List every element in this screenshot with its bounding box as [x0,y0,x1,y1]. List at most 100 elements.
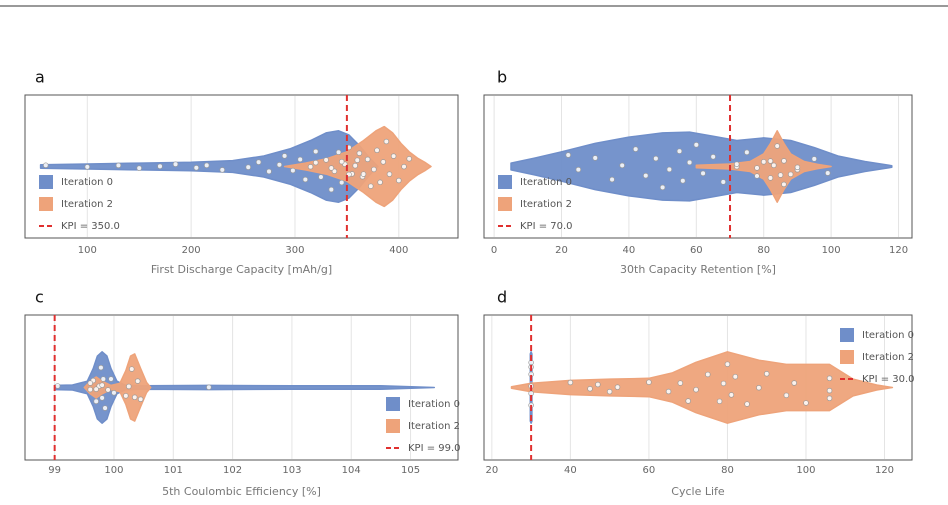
data-point [206,384,212,391]
data-point [754,165,760,171]
data-point [724,361,731,367]
data-point [93,386,99,392]
data-point [396,177,402,184]
x-tick-label: 100 [78,245,97,256]
data-point [677,380,684,386]
data-point [744,149,750,156]
data-point [587,386,593,392]
legend-label: Iteration 0 [408,399,460,410]
x-tick-label: 120 [889,245,908,256]
legend-label: Iteration 0 [61,177,113,188]
x-tick-label: 100 [796,465,815,476]
data-point [406,156,412,162]
data-point [129,366,135,372]
legend-swatch [498,175,512,189]
data-point [98,364,104,371]
data-point [693,386,699,393]
data-point [364,156,371,163]
data-point [756,385,762,391]
data-point [360,171,367,177]
x-axis-label: Cycle Life [671,485,725,498]
data-point [390,153,397,159]
data-point [763,371,770,377]
data-point [302,176,309,183]
data-point [693,142,700,148]
data-point [720,179,727,185]
data-point [87,386,93,393]
x-tick-label: 101 [164,465,183,476]
plot-frame [483,314,913,461]
legend-swatch [39,197,53,211]
data-point [643,172,649,179]
data-point [328,186,335,193]
legend-label: Iteration 2 [520,199,572,210]
legend-label: KPI = 350.0 [61,221,120,232]
data-point [276,162,283,168]
data-point [567,379,574,386]
data-point [380,159,386,165]
legend-label: KPI = 30.0 [862,374,915,385]
x-tick-label: 40 [564,465,577,476]
legend-swatch [840,328,854,342]
data-point [193,165,200,171]
data-point [203,162,210,169]
data-point [115,162,122,169]
data-point [331,168,338,174]
data-point [356,150,363,156]
data-point [614,384,621,390]
data-point [126,383,132,390]
data-point [386,171,393,177]
legend-label: Iteration 0 [520,177,572,188]
data-point [105,387,111,393]
data-point [100,376,107,382]
data-point [108,376,114,382]
data-point [781,181,787,188]
data-point [609,176,615,183]
data-point [131,394,138,401]
x-tick-label: 200 [182,245,201,256]
data-point [685,398,691,404]
data-point [716,398,723,405]
data-point [767,158,774,164]
data-point [767,175,774,181]
legend-swatch [386,419,400,433]
data-point [377,179,383,186]
legend-label: Iteration 0 [862,330,914,341]
x-tick-label: 100 [104,465,123,476]
data-point [137,396,144,403]
x-tick-label: 104 [342,465,361,476]
data-point [606,388,613,395]
data-point [111,390,117,396]
x-axis-label: 30th Capacity Retention [%] [620,263,776,276]
x-axis-label: 5th Coulombic Efficiency [%] [162,485,321,498]
data-point [777,172,784,178]
legend-label: Iteration 2 [862,352,914,363]
data-point [172,161,179,167]
data-point [595,381,601,388]
data-point [632,146,639,152]
legend-label: KPI = 70.0 [520,221,573,232]
data-point [754,173,760,179]
data-point [335,149,342,155]
data-point [338,158,345,165]
x-tick-label: 40 [623,245,636,256]
data-point [826,375,833,382]
data-point [219,167,226,173]
data-point [646,379,652,385]
data-point [653,155,659,162]
panel-label: d [497,288,507,307]
data-point [123,393,129,399]
x-tick-label: 105 [401,465,420,476]
data-point [383,138,390,145]
plot-frame [24,94,459,239]
x-tick-label: 60 [690,245,703,256]
data-point [565,152,572,158]
data-point [666,166,673,173]
data-point [783,392,790,399]
data-point [710,154,716,160]
data-point [781,158,787,164]
data-point [99,382,105,388]
x-tick-label: 103 [282,465,301,476]
data-point [680,178,686,184]
data-point [824,170,831,176]
